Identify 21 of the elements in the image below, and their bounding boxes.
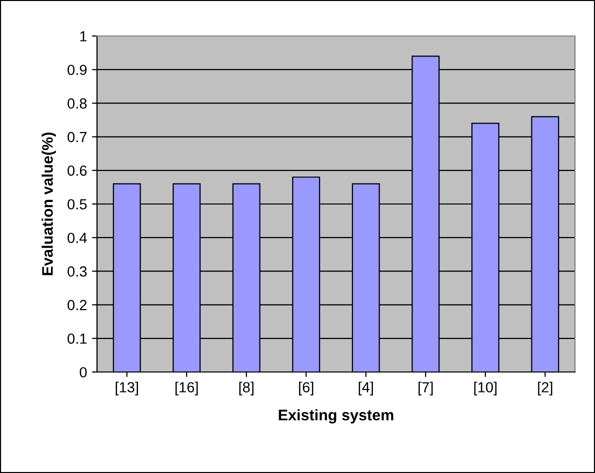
x-tick-label: [6] <box>299 382 314 396</box>
y-axis-title: Evaluation value(%) <box>42 132 56 276</box>
y-tick-label: 0.2 <box>68 300 87 310</box>
x-tick-label: [8] <box>239 382 254 396</box>
y-tick-label: 0.3 <box>68 266 87 277</box>
x-tick-label: [4] <box>358 382 373 396</box>
x-tick-label: [10] <box>474 382 496 396</box>
y-tick-label: 0.4 <box>68 232 87 244</box>
x-tick-label: [2] <box>538 382 552 396</box>
x-axis-title: Existing system <box>278 409 394 424</box>
y-tick-label: 0.7 <box>68 132 87 142</box>
y-tick-label: 0.6 <box>68 166 87 176</box>
y-tick-label: 0.8 <box>68 98 87 109</box>
x-tick-label: [13] <box>116 382 138 396</box>
y-tick-label: 0.5 <box>68 199 87 210</box>
y-tick-label: 0.9 <box>68 64 87 76</box>
y-tick-label: 1 <box>80 31 87 42</box>
x-tick-label: [7] <box>418 382 433 396</box>
y-tick-label: 0.1 <box>68 334 87 344</box>
x-tick-label: [16] <box>176 382 198 396</box>
y-tick-label: 0 <box>80 367 87 378</box>
